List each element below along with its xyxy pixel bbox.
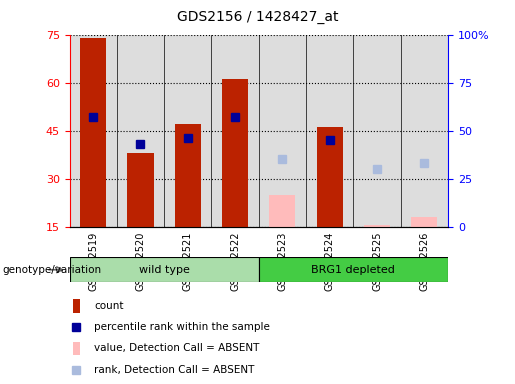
Bar	[70, 257, 259, 282]
Bar	[175, 124, 201, 227]
Bar	[73, 342, 80, 355]
Text: BRG1 depleted: BRG1 depleted	[312, 265, 396, 275]
Bar	[411, 217, 437, 227]
Bar	[317, 127, 343, 227]
Bar	[222, 79, 248, 227]
Bar	[259, 257, 448, 282]
Bar	[269, 195, 296, 227]
Text: value, Detection Call = ABSENT: value, Detection Call = ABSENT	[94, 343, 260, 354]
Bar	[80, 38, 106, 227]
Bar	[128, 153, 153, 227]
Bar	[73, 300, 80, 313]
Text: rank, Detection Call = ABSENT: rank, Detection Call = ABSENT	[94, 364, 254, 375]
Text: GDS2156 / 1428427_at: GDS2156 / 1428427_at	[177, 10, 338, 23]
Text: count: count	[94, 301, 124, 311]
Text: genotype/variation: genotype/variation	[3, 265, 101, 275]
Bar	[364, 225, 390, 227]
Text: wild type: wild type	[139, 265, 190, 275]
Text: percentile rank within the sample: percentile rank within the sample	[94, 322, 270, 333]
